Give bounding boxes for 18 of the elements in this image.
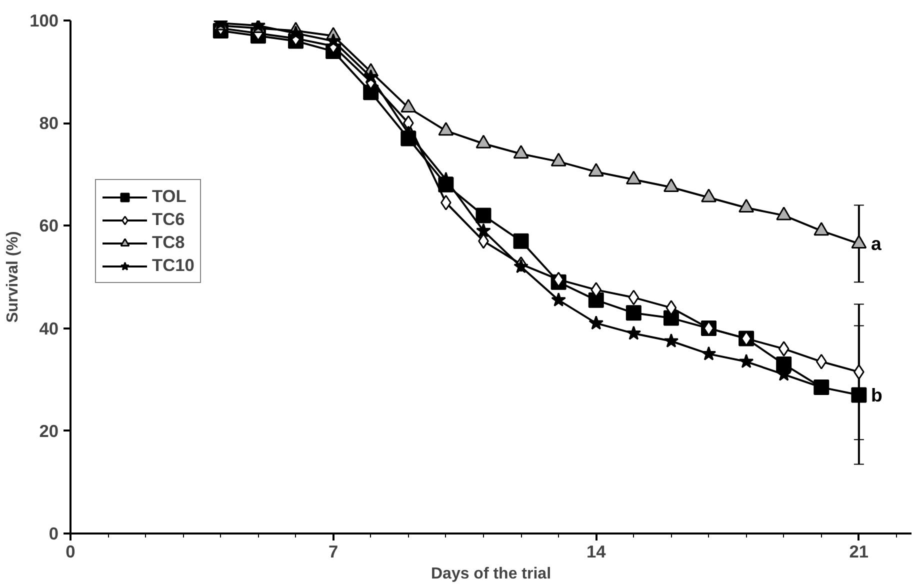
- x-tick-label: 7: [328, 542, 338, 562]
- y-tick-label: 0: [48, 524, 59, 544]
- y-tick-label: 40: [39, 318, 59, 338]
- legend-label: TOL: [152, 186, 186, 207]
- legend-label: TC8: [152, 232, 185, 253]
- y-tick-label: 20: [39, 420, 59, 441]
- legend-label: TC6: [152, 209, 185, 230]
- x-tick-label: 0: [66, 542, 76, 562]
- legend-label: TC10: [152, 255, 194, 276]
- x-axis-title: Days of the trial: [430, 566, 552, 582]
- x-tick-label: 14: [586, 542, 606, 562]
- y-tick-label: 80: [39, 113, 59, 134]
- annotation: a: [870, 233, 882, 254]
- y-axis-title: Survival (%): [4, 231, 22, 323]
- y-tick-label: 60: [39, 216, 59, 236]
- y-tick-label: 100: [30, 10, 59, 30]
- x-tick-label: 21: [849, 542, 869, 562]
- annotation: b: [870, 384, 882, 406]
